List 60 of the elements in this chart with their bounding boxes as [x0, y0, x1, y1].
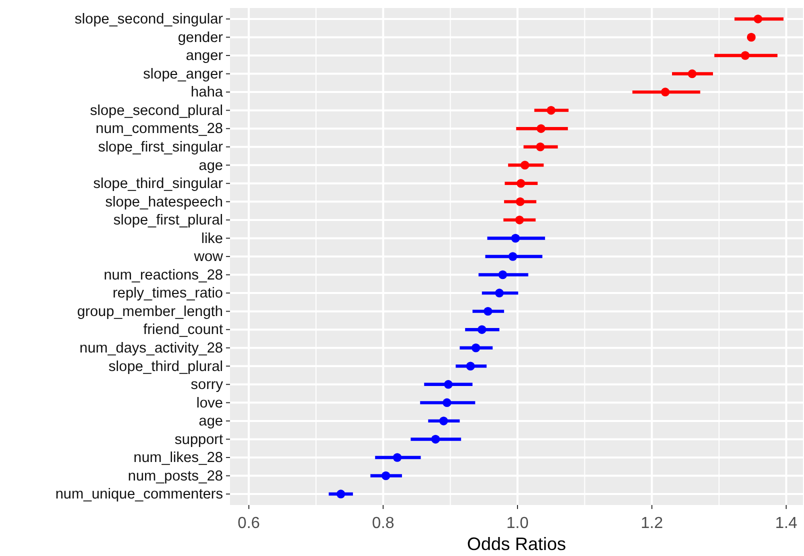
point [495, 288, 504, 298]
y-tick-label: slope_anger [143, 66, 224, 82]
point [336, 490, 346, 498]
point [660, 88, 670, 96]
y-tick-label: age [198, 158, 223, 174]
point [508, 252, 518, 261]
y-tick-label: num_unique_commenters [55, 486, 223, 503]
y-tick-label: slope_second_plural [90, 102, 223, 119]
point [516, 197, 525, 206]
y-tick-label: support [174, 432, 223, 448]
x-tick-label: 1.0 [506, 515, 529, 532]
point [740, 51, 750, 60]
y-tick-label: friend_count [143, 322, 223, 338]
x-axis-title: Odds Ratios [466, 534, 566, 554]
point [381, 471, 390, 480]
point [688, 69, 697, 78]
point [546, 106, 556, 115]
y-tick-label: wow [192, 249, 224, 266]
point [520, 160, 530, 170]
y-tick-label: anger [186, 48, 224, 64]
x-tick-label: 0.6 [238, 515, 260, 532]
y-tick-label: slope_third_plural [108, 358, 223, 375]
y-tick-label: age [198, 414, 223, 430]
y-tick-label: slope_third_singular [93, 176, 224, 192]
y-tick-label: slope_second_singular [74, 12, 224, 28]
point [511, 234, 520, 243]
y-tick-label: sorry [190, 377, 224, 394]
point [498, 270, 508, 280]
point [536, 124, 546, 133]
point [444, 380, 453, 389]
y-tick-label: slope_first_plural [113, 212, 223, 229]
point [442, 398, 452, 408]
y-tick-label: num_posts_28 [128, 468, 223, 484]
y-tick-label: num_reactions_28 [104, 267, 223, 284]
x-tick-label: 0.8 [372, 515, 394, 532]
y-tick-label: reply_times_ratio [112, 286, 223, 302]
point [536, 142, 545, 152]
y-tick-label: slope_first_singular [98, 140, 224, 156]
point [516, 179, 526, 188]
y-tick-label: like [201, 230, 223, 247]
y-tick-label: group_member_length [77, 304, 223, 320]
point [392, 453, 402, 462]
y-tick-label: gender [178, 30, 224, 46]
point [515, 216, 524, 224]
point [754, 14, 762, 24]
x-tick-label: 1.4 [775, 515, 798, 532]
point [471, 344, 480, 352]
point [484, 306, 492, 316]
y-tick-label: num_comments_28 [96, 121, 223, 138]
point [746, 32, 756, 42]
y-tick-label: num_days_activity_28 [80, 340, 223, 356]
point [431, 434, 440, 444]
point [466, 362, 475, 370]
y-tick-label: slope_hatespeech [105, 194, 223, 210]
y-tick-label: haha [190, 84, 224, 101]
y-tick-label: love [196, 395, 223, 412]
y-tick-label: num_likes_28 [134, 450, 223, 466]
x-tick-label: 1.2 [640, 515, 664, 532]
point [439, 416, 448, 426]
point [478, 325, 486, 334]
